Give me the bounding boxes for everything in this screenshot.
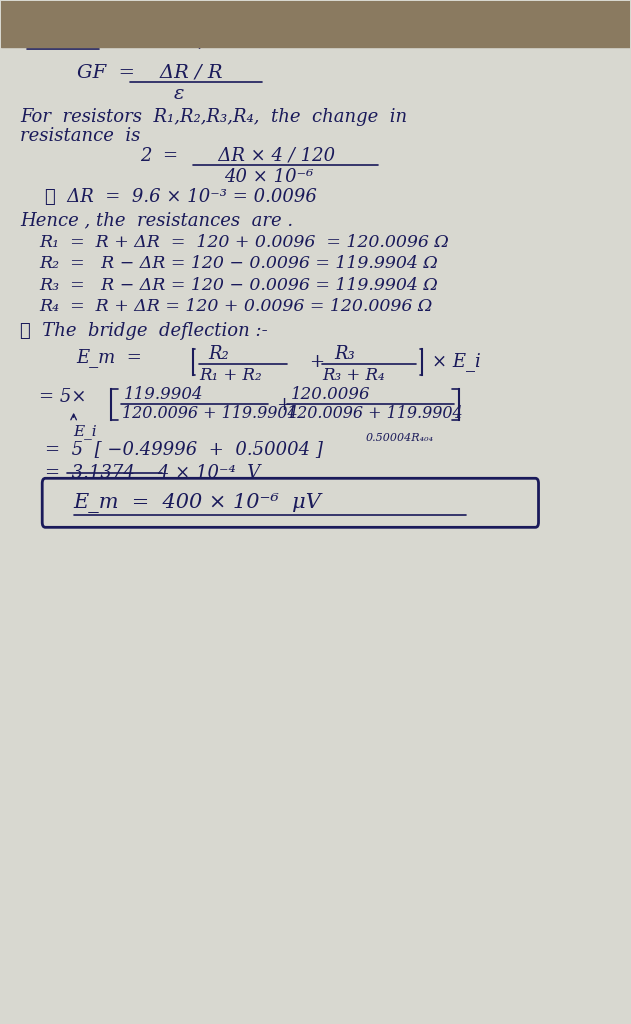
Text: ∴  ΔR  =  9.6 × 10⁻³ = 0.0096: ∴ ΔR = 9.6 × 10⁻³ = 0.0096 — [45, 188, 317, 207]
Text: +: + — [276, 395, 291, 414]
Text: R₃: R₃ — [334, 345, 355, 362]
Text: 2  =       ΔR × 4 / 120: 2 = ΔR × 4 / 120 — [139, 146, 334, 165]
Text: R₂: R₂ — [209, 345, 230, 362]
Text: 119.9904: 119.9904 — [124, 386, 204, 403]
Text: Hence , the  resistances  are .: Hence , the resistances are . — [20, 211, 293, 229]
Text: =  5  [ −0.49996  +  0.50004 ]: = 5 [ −0.49996 + 0.50004 ] — [45, 439, 323, 458]
Text: R₂  =   R − ΔR = 120 − 0.0096 = 119.9904 Ω: R₂ = R − ΔR = 120 − 0.0096 = 119.9904 Ω — [39, 255, 438, 272]
Text: +: + — [309, 353, 324, 371]
Text: E_m  =  400 × 10⁻⁶  μV: E_m = 400 × 10⁻⁶ μV — [74, 493, 322, 513]
Text: E_m  =: E_m = — [77, 348, 143, 368]
Text: ∴  The  bridge  deflection :-: ∴ The bridge deflection :- — [20, 323, 268, 340]
Text: 0.50004R₄₀₄: 0.50004R₄₀₄ — [366, 433, 434, 443]
Text: GF  =    ΔR / R: GF = ΔR / R — [77, 63, 222, 82]
Text: Given :-   GF = 2 ;  R = 120 Ω: Given :- GF = 2 ; R = 120 Ω — [27, 33, 321, 51]
Text: 120.0096: 120.0096 — [290, 386, 370, 403]
Text: 40 × 10⁻⁶: 40 × 10⁻⁶ — [225, 168, 314, 186]
Text: × E_i: × E_i — [432, 352, 480, 372]
Text: 120.0096 + 119.9904: 120.0096 + 119.9904 — [122, 406, 298, 423]
Text: = 5×: = 5× — [39, 388, 86, 406]
Text: resistance  is: resistance is — [20, 127, 141, 145]
Text: ε: ε — [174, 85, 185, 103]
Text: E_i: E_i — [74, 424, 97, 438]
Text: 120.0096 + 119.9904: 120.0096 + 119.9904 — [287, 406, 463, 423]
Text: =  3.1374    4 × 10⁻⁴  V: = 3.1374 4 × 10⁻⁴ V — [45, 464, 261, 482]
Text: R₄  =  R + ΔR = 120 + 0.0096 = 120.0096 Ω: R₄ = R + ΔR = 120 + 0.0096 = 120.0096 Ω — [39, 298, 432, 315]
Text: R₁ + R₂: R₁ + R₂ — [199, 367, 262, 384]
Text: R₃ + R₄: R₃ + R₄ — [322, 367, 384, 384]
Bar — [1, 1, 630, 47]
Text: For  resistors  R₁,R₂,R₃,R₄,  the  change  in: For resistors R₁,R₂,R₃,R₄, the change in — [20, 108, 408, 126]
Text: R₁  =  R + ΔR  =  120 + 0.0096  = 120.0096 Ω: R₁ = R + ΔR = 120 + 0.0096 = 120.0096 Ω — [39, 233, 449, 251]
Text: R₃  =   R − ΔR = 120 − 0.0096 = 119.9904 Ω: R₃ = R − ΔR = 120 − 0.0096 = 119.9904 Ω — [39, 276, 438, 294]
